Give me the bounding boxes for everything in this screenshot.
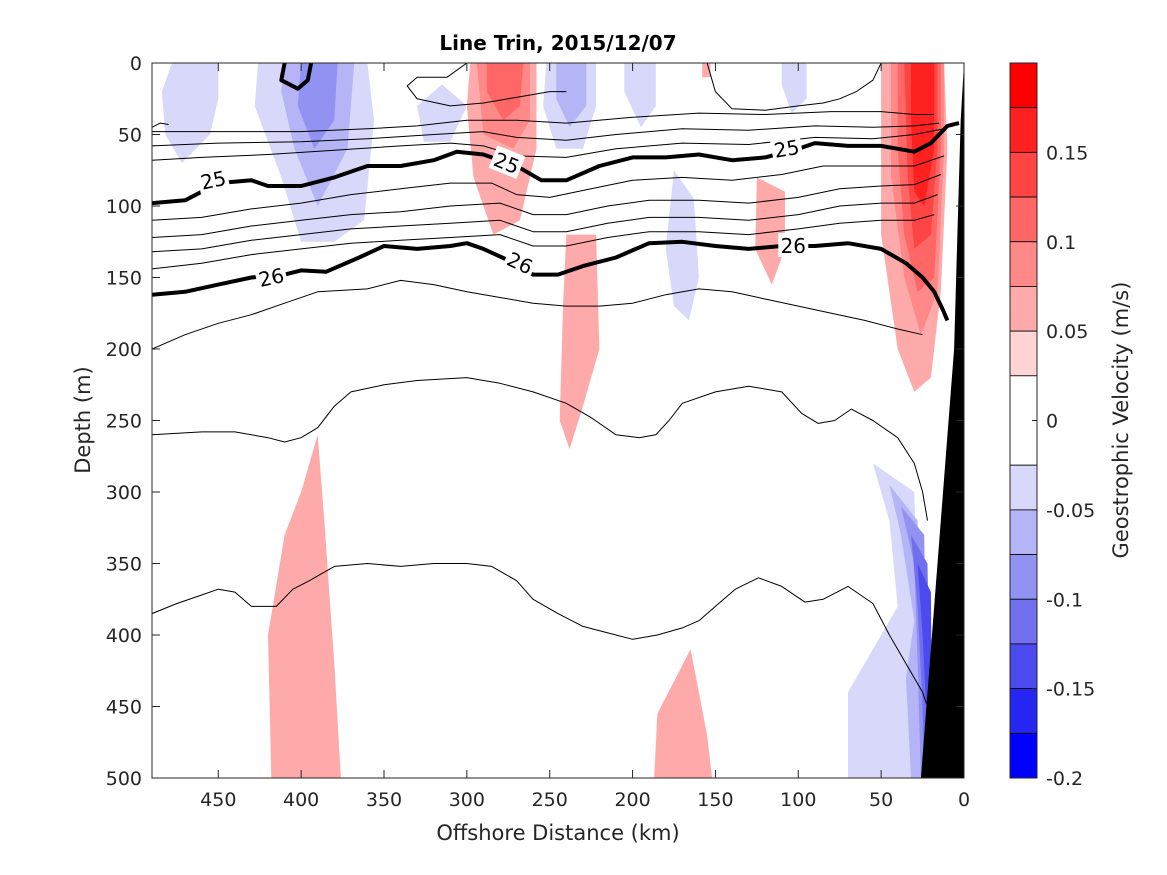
contour-label: 26	[253, 261, 289, 292]
colorbar-label: Geostrophic Velocity (m/s)	[1109, 282, 1133, 559]
colorbar-tick-label: -0.15	[1046, 679, 1095, 701]
y-tick-label: 0	[130, 53, 142, 75]
colorbar-segment	[1009, 598, 1038, 645]
density-contour	[152, 563, 928, 707]
velocity-patch	[755, 177, 785, 285]
colorbar-segment	[1009, 196, 1038, 243]
colorbar-tick-label: -0.1	[1046, 589, 1083, 611]
density-contour	[706, 63, 882, 111]
x-tick-label: 400	[283, 789, 319, 811]
velocity-patch	[781, 63, 807, 114]
colorbar	[1009, 62, 1038, 779]
x-tick-label: 350	[366, 789, 402, 811]
density-contour	[406, 63, 567, 107]
velocity-patch	[654, 649, 713, 778]
density-contour-bold	[152, 121, 960, 206]
colorbar-segment	[1009, 330, 1038, 377]
colorbar-tick-label: 0	[1046, 411, 1058, 433]
x-tick-label: 300	[449, 789, 485, 811]
contour-label-text: 25	[772, 135, 801, 163]
x-tick-label: 450	[200, 789, 236, 811]
velocity-patch	[624, 63, 656, 128]
y-axis-label: Depth (m)	[71, 366, 95, 473]
density-contours	[152, 63, 960, 707]
x-tick-label: 100	[780, 789, 816, 811]
velocity-patch	[297, 63, 338, 149]
density-contour	[152, 111, 935, 133]
colorbar-segment	[1009, 241, 1038, 287]
contour-label: 25	[769, 133, 804, 163]
y-tick-label: 250	[106, 411, 142, 433]
y-tick-label: 200	[106, 339, 142, 361]
velocity-patch	[911, 63, 935, 206]
x-tick-label: 50	[869, 789, 893, 811]
colorbar-tick-label: 0.05	[1046, 321, 1088, 343]
colorbar-segment	[1009, 107, 1038, 153]
y-tick-label: 100	[106, 196, 142, 218]
y-tick-label: 50	[118, 125, 142, 147]
y-tick-label: 350	[106, 554, 142, 576]
colorbar-segment	[1009, 554, 1038, 600]
chart-title: Line Trin, 2015/12/07	[439, 31, 676, 55]
colorbar-segment	[1009, 643, 1038, 690]
density-contour	[152, 122, 169, 128]
colorbar-segment	[1009, 464, 1038, 511]
velocity-patch	[161, 63, 219, 164]
density-contour	[152, 128, 945, 161]
density-contour	[152, 122, 940, 147]
y-tick-label: 400	[106, 625, 142, 647]
y-tick-label: 150	[106, 268, 142, 290]
colorbar-segment	[1009, 286, 1038, 332]
colorbar-segment	[1009, 688, 1038, 734]
y-tick-label: 500	[106, 768, 142, 790]
contour-label-text: 26	[781, 234, 806, 258]
colorbar-segment	[1009, 509, 1038, 555]
x-axis-label: Offshore Distance (km)	[436, 821, 679, 845]
colorbar-ticks: 0.15 0.1 0.05 0 -0.05 -0.1 -0.15 -0.2	[1032, 142, 1095, 790]
colorbar-tick-label: 0.1	[1046, 232, 1076, 254]
density-contour	[152, 194, 938, 253]
x-axis-ticks: 450 400 350 300 250 200 150 100 50 0	[200, 63, 970, 811]
velocity-patch	[268, 434, 341, 778]
contour-label-text: 26	[256, 263, 286, 292]
density-contour-bold	[279, 63, 314, 91]
velocity-patch	[556, 63, 587, 128]
contour-label: 25	[195, 164, 231, 195]
colorbar-segment	[1009, 151, 1038, 198]
density-contour	[152, 155, 945, 221]
velocity-patch	[417, 84, 467, 142]
colorbar-tick-label: -0.05	[1046, 500, 1095, 522]
density-contour	[152, 174, 941, 238]
x-tick-label: 250	[532, 789, 568, 811]
x-tick-label: 200	[614, 789, 650, 811]
y-axis-ticks: 0 50 100 150 200 250 300 350 400 450 500	[106, 53, 964, 790]
density-contour-bold	[152, 239, 950, 322]
seafloor-slope	[920, 63, 964, 778]
colorbar-segment	[1009, 62, 1038, 109]
colorbar-tick-label: 0.15	[1046, 142, 1088, 164]
density-contour	[152, 377, 928, 521]
contour-label-text: 25	[198, 166, 228, 195]
density-contour	[152, 279, 923, 350]
density-contour	[152, 214, 935, 270]
velocity-field	[161, 63, 948, 778]
y-tick-label: 450	[106, 697, 142, 719]
y-tick-label: 300	[106, 482, 142, 504]
x-tick-label: 150	[697, 789, 733, 811]
contour-label: 26	[778, 233, 809, 258]
topography	[920, 63, 964, 778]
velocity-patch	[486, 63, 524, 121]
colorbar-tick-label: -0.2	[1046, 768, 1083, 790]
x-tick-label: 0	[958, 789, 970, 811]
velocity-patch	[559, 234, 600, 450]
velocity-patch	[665, 170, 699, 321]
colorbar-segment	[1009, 732, 1038, 779]
